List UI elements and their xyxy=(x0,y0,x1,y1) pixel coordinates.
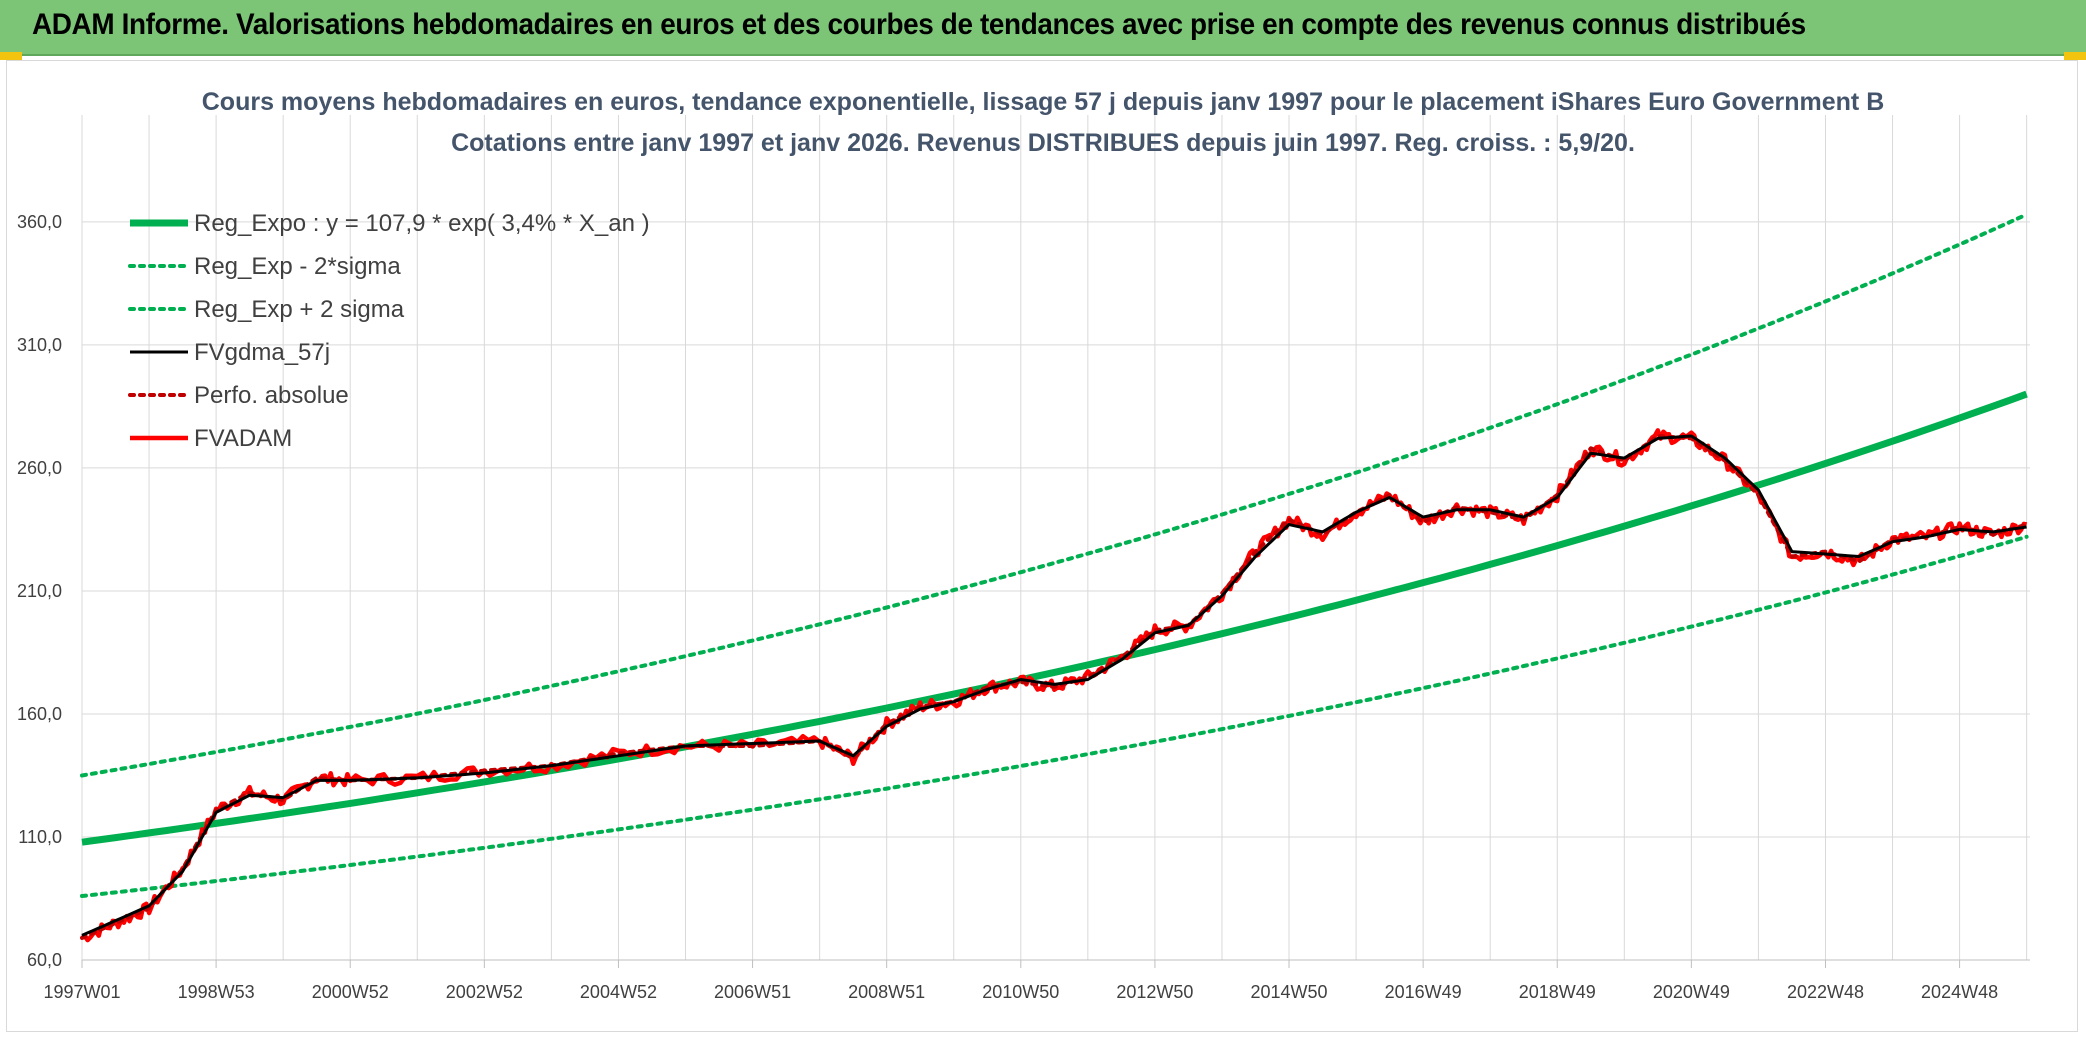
y-tick-label: 360,0 xyxy=(17,212,62,232)
chart-ticks: 60,0 110,0 160,0 210,0 260,0 310,0 360,0 1997W0… xyxy=(17,212,1998,1002)
report-banner: ADAM Informe. Valorisations hebdomadaire… xyxy=(0,0,2086,56)
chart-frame xyxy=(6,60,2078,1032)
chart-title: Cours moyens hebdomadaires en euros, ten… xyxy=(202,88,1885,116)
x-tick-label: 2008W51 xyxy=(848,982,925,1002)
x-tick-label: 2006W51 xyxy=(714,982,791,1002)
legend-label: FVADAM xyxy=(194,425,292,452)
legend-label: FVgdma_57j xyxy=(194,339,330,366)
x-tick-label: 2022W48 xyxy=(1787,982,1864,1002)
x-tick-label: 2020W49 xyxy=(1653,982,1730,1002)
x-tick-label: 2010W50 xyxy=(982,982,1059,1002)
legend-label: Reg_Exp - 2*sigma xyxy=(194,253,401,280)
series-line-fvgdma_57j xyxy=(81,434,2027,937)
y-tick-label: 310,0 xyxy=(17,335,62,355)
legend-label: Reg_Exp + 2 sigma xyxy=(194,296,405,323)
chart-subtitle: Cotations entre janv 1997 et janv 2026. … xyxy=(451,129,1635,157)
y-tick-label: 160,0 xyxy=(17,704,62,724)
legend-label: Reg_Expo : y = 107,9 * exp( 3,4% * X_an … xyxy=(194,210,650,237)
y-tick-label: 260,0 xyxy=(17,458,62,478)
x-tick-label: 2016W49 xyxy=(1385,982,1462,1002)
x-tick-label: 2012W50 xyxy=(1116,982,1193,1002)
y-tick-label: 110,0 xyxy=(18,827,62,847)
y-tick-label: 60,0 xyxy=(27,950,62,970)
series-line-reg_exp xyxy=(80,212,2029,778)
x-tick-label: 2000W52 xyxy=(312,982,389,1002)
y-tick-label: 210,0 xyxy=(17,581,62,601)
x-tick-label: 2014W50 xyxy=(1250,982,1327,1002)
x-tick-label: 2018W49 xyxy=(1519,982,1596,1002)
legend-label: Perfo. absolue xyxy=(194,382,349,409)
chart-series-layer xyxy=(80,212,2029,943)
series-line-reg_expo xyxy=(81,390,2028,846)
x-tick-label: 2024W48 xyxy=(1921,982,1998,1002)
corner-accent-left xyxy=(0,52,22,60)
chart-legend: Reg_Expo : y = 107,9 * exp( 3,4% * X_an … xyxy=(128,210,650,452)
x-tick-label: 2002W52 xyxy=(446,982,523,1002)
chart-grid xyxy=(81,115,2030,961)
x-tick-label: 1997W01 xyxy=(43,982,120,1002)
report-title: ADAM Informe. Valorisations hebdomadaire… xyxy=(32,8,1806,41)
series-line-reg_exp xyxy=(80,534,2029,898)
corner-accent-right xyxy=(2064,52,2086,60)
x-tick-label: 2004W52 xyxy=(580,982,657,1002)
x-tick-label: 1998W53 xyxy=(178,982,255,1002)
